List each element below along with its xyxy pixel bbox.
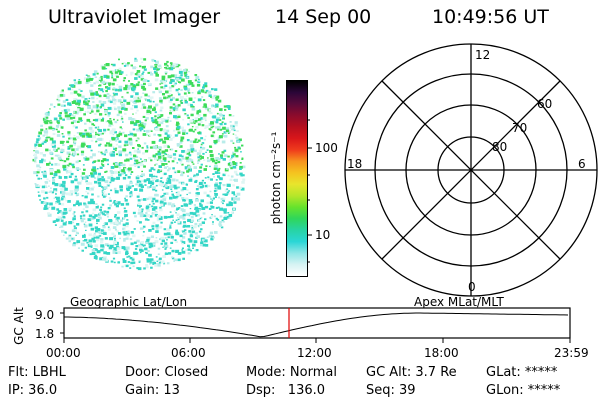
info-glon: GLon: ***** [486,383,561,398]
instrument-title: Ultraviolet Imager [48,6,221,28]
lat-label-70: 70 [512,121,528,135]
info-dsp: Dsp: 136.0 [246,383,326,398]
color-bar-tick-100: 100 [315,141,338,155]
timeline-xtick-0600: 06:00 [171,346,206,360]
timeline-right-label: Apex MLat/MLT [414,295,504,309]
info-gc-alt: GC Alt: 3.7 Re [366,365,457,380]
timeline-left-label: Geographic Lat/Lon [70,295,188,309]
info-mode: Mode: Normal [246,365,337,380]
timeline-xtick-0000: 00:00 [46,346,81,360]
lat-label-60: 60 [537,97,553,111]
timeline-xtick-2359: 23:59 [554,346,589,360]
lat-label-80: 80 [492,140,508,154]
info-door: Door: Closed [125,365,209,380]
info-ip: IP: 36.0 [8,383,58,398]
altitude-curve [64,312,569,338]
timeline-frame [63,307,571,339]
info-gain: Gain: 13 [125,383,180,398]
timeline-xtick-1800: 18:00 [424,346,459,360]
timeline-ytick-max: 9.0 [35,308,55,322]
polar-diagonal-2 [381,80,561,260]
mlt-label-18: 18 [347,157,363,171]
info-seq: Seq: 39 [366,383,416,398]
color-bar [286,80,308,277]
imager-pixels [32,57,246,271]
mlt-label-12: 12 [475,48,491,62]
timeline-xtick-1200: 12:00 [297,346,332,360]
color-bar-tick-10: 10 [315,228,331,242]
mlt-label-6: 6 [578,157,586,171]
timeline-ytick-min: 1.8 [35,327,55,341]
mlt-label-0: 0 [468,280,476,294]
time-label: 10:49:56 UT [432,6,549,28]
info-glat: GLat: ***** [486,365,558,380]
info-flt: Flt: LBHL [8,365,66,380]
date-label: 14 Sep 00 [275,6,372,28]
